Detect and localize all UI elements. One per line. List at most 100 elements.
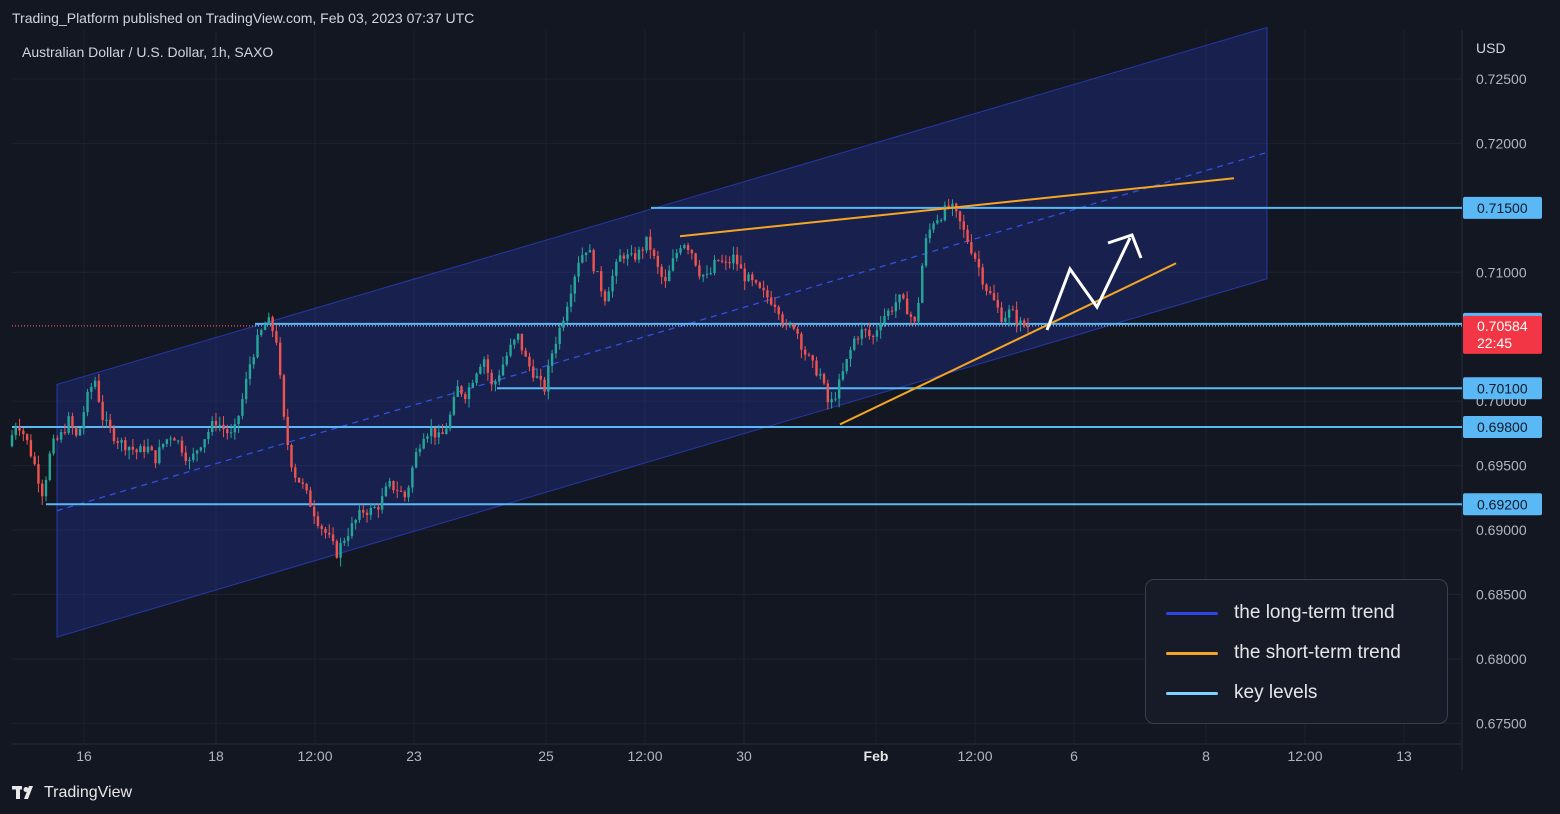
candle-body [913,316,916,322]
candle-body [316,516,320,526]
candle-body [675,252,678,259]
price-tick-label: 0.71000 [1476,264,1527,280]
candle-body [422,438,425,449]
candle-body [373,506,376,508]
candle-body [588,250,592,253]
candle-body [396,490,399,492]
candle-body [131,446,135,450]
candle-body [660,266,663,277]
candle-body [902,294,905,299]
currency-label: USD [1476,40,1506,56]
candle-body [667,270,671,282]
candle-body [732,254,735,264]
candle-body [203,439,206,448]
candle-body [566,306,569,321]
candle-body [909,314,913,317]
candle-body [365,512,369,516]
candle-body [380,496,384,510]
candle-body [641,249,644,251]
key-level-tag-label: 0.71500 [1477,200,1528,216]
candle-body [146,446,150,453]
candle-body [615,261,618,276]
projection-arrowhead [1107,233,1143,259]
legend-item-long-term: the long-term trend [1166,602,1395,624]
candle-body [973,253,977,259]
legend-item-short-term: the short-term trend [1166,642,1401,664]
candle-body [698,265,701,277]
candle-body [116,441,119,443]
candle-body [467,387,471,400]
candle-body [218,424,221,426]
candle-body [275,331,278,343]
candle-body [237,415,240,425]
key-level-tag-bg [1463,377,1542,400]
candle-body [819,374,822,376]
candle-body [161,443,165,448]
legend-label: key levels [1234,682,1318,703]
price-tick-label: 0.68000 [1476,651,1527,667]
candle-body [127,446,131,451]
candle-body [1023,320,1026,326]
candle-body [1019,320,1022,325]
candle-body [188,459,191,462]
price-axis[interactable]: 0.725000.720000.710000.700000.695000.690… [1463,71,1542,731]
candle-body [41,483,44,497]
candle-body [165,439,169,444]
time-axis[interactable]: 16 18 12:00 23 25 12:00 30 Feb 12:00 6 8 12:00 13 [76,748,1412,764]
candle-body [875,330,879,337]
candle-body [807,354,811,356]
candle-body [792,324,796,329]
candle-body [535,375,539,378]
candle-body [414,452,418,468]
candle-body [924,238,928,266]
time-tick-label: 12:00 [627,748,662,764]
candle-body [290,444,293,468]
chart-title: Australian Dollar / U.S. Dollar, 1h, SAX… [22,44,273,60]
candle-body [260,329,263,336]
candle-body [176,440,180,442]
candle-body [637,249,641,260]
key-level-tag: 0.69800 [1463,415,1542,438]
candle-body [751,274,754,281]
candle-body [962,221,965,230]
candle-body [936,220,939,224]
candle-body [44,479,48,497]
candle-body [970,241,973,254]
candle-body [739,264,743,269]
candle-body [569,293,573,307]
candle-body [921,265,924,303]
candle-body [762,287,765,291]
candle-body [603,291,607,302]
price-tick-label: 0.69000 [1476,522,1527,538]
candle-body [947,205,950,208]
legend-swatch [1166,691,1218,695]
candle-body [339,542,342,558]
candle-body [524,350,527,357]
short-term-lower-line [839,262,1177,426]
candle-body [475,373,478,383]
candle-body [82,412,85,429]
key-level-tag: 0.70100 [1463,377,1542,400]
candle-body [324,528,327,533]
candle-body [826,383,830,403]
candle-body [331,534,335,542]
time-tick-label: 25 [538,748,554,764]
candle-body [837,379,841,399]
tradingview-logo[interactable]: TradingView [12,784,132,802]
candle-body [173,438,176,441]
candle-body [25,434,29,441]
candle-body [479,366,482,374]
key-level-tag-label: 0.70100 [1477,380,1528,396]
candle-body [883,315,886,324]
candle-body [90,386,93,392]
candle-body [192,453,195,460]
candle-body [441,432,444,435]
candle-body [686,245,690,250]
candle-body [879,323,882,331]
candle-body [932,223,935,230]
candle-body [788,324,792,326]
candle-body [207,431,210,440]
candle-body [981,267,984,285]
